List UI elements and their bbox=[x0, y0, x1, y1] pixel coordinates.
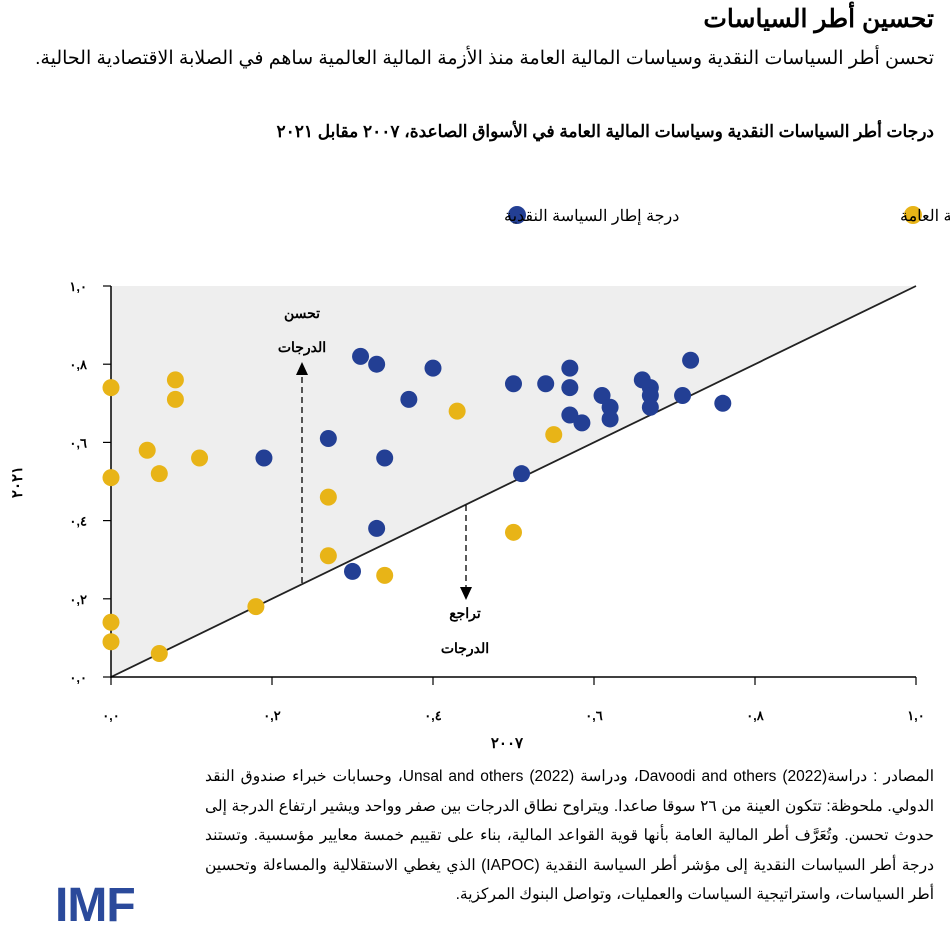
decline-arrow-head bbox=[460, 587, 472, 600]
x-tick-label: ٠,٦ bbox=[585, 708, 603, 723]
monetary-point bbox=[601, 398, 619, 416]
monetary-point bbox=[682, 351, 700, 369]
monetary-point bbox=[319, 429, 337, 447]
fiscal-point bbox=[319, 547, 337, 565]
fiscal-point bbox=[505, 523, 522, 541]
x-tick-label: ٠,٤ bbox=[424, 708, 442, 723]
imf-logo: IMF bbox=[55, 879, 136, 932]
fiscal-point bbox=[102, 469, 120, 487]
chart-title: درجات أطر السياسات النقدية وسياسات المال… bbox=[276, 122, 934, 141]
monetary-point bbox=[573, 414, 591, 432]
y-tick-label: ١,٠ bbox=[69, 279, 87, 294]
legend-marker-monetary bbox=[508, 206, 526, 224]
fiscal-point bbox=[102, 613, 120, 631]
monetary-point bbox=[561, 359, 579, 377]
annotation-improve-2: الدرجات bbox=[278, 339, 326, 356]
fiscal-point bbox=[319, 488, 337, 506]
y-tick-label: ٠,٢ bbox=[69, 592, 87, 607]
fiscal-point bbox=[545, 426, 563, 444]
x-axis-label: ٢٠٠٧ bbox=[491, 735, 524, 752]
monetary-point bbox=[641, 386, 659, 404]
y-axis-label: ٢٠٢١ bbox=[9, 466, 26, 498]
monetary-point bbox=[368, 355, 386, 373]
monetary-point bbox=[400, 390, 418, 408]
monetary-point bbox=[344, 562, 361, 580]
page-subtitle: تحسن أطر السياسات النقدية وسياسات المالي… bbox=[35, 48, 934, 69]
diagonal-line bbox=[110, 285, 917, 678]
monetary-point bbox=[537, 375, 555, 393]
monetary-point bbox=[641, 398, 659, 416]
annotation-decline-2: الدرجات bbox=[441, 640, 489, 657]
monetary-point bbox=[352, 347, 370, 365]
fiscal-point bbox=[138, 441, 156, 459]
monetary-point bbox=[255, 449, 273, 467]
fiscal-point bbox=[247, 598, 265, 616]
monetary-point bbox=[561, 406, 579, 424]
legend-marker-fiscal bbox=[904, 206, 922, 224]
legend: درجة إطار المالية العامة درجة إطار السيا… bbox=[504, 206, 950, 225]
fiscal-point bbox=[150, 465, 168, 483]
monetary-point bbox=[513, 465, 531, 483]
annotation-improve-1: تحسن bbox=[284, 305, 320, 322]
x-tick-label: ٠,٨ bbox=[746, 708, 765, 723]
fiscal-point bbox=[191, 449, 209, 467]
fiscal-point bbox=[102, 379, 120, 397]
fiscal-point bbox=[166, 371, 184, 389]
fiscal-point bbox=[448, 402, 466, 420]
page-title: تحسين أطر السياسات bbox=[703, 5, 934, 33]
y-tick-label: ٠,٠ bbox=[69, 670, 87, 685]
annotation-decline-1: تراجع bbox=[449, 605, 481, 622]
x-tick-label: ٠,٢ bbox=[263, 708, 281, 723]
y-tick-label: ٠,٨ bbox=[69, 357, 88, 372]
legend-label-monetary: درجة إطار السياسة النقدية bbox=[504, 208, 679, 225]
scatter-chart: درجة إطار المالية العامة درجة إطار السيا… bbox=[9, 206, 950, 752]
monetary-point bbox=[714, 394, 732, 412]
source-notes: المصادر : دراسة(2022) Davoodi and others… bbox=[205, 768, 935, 903]
monetary-point bbox=[561, 379, 579, 397]
y-tick-label: ٠,٤ bbox=[69, 514, 87, 529]
legend-label-fiscal: درجة إطار المالية العامة bbox=[900, 208, 950, 225]
monetary-point bbox=[674, 386, 692, 404]
fiscal-point bbox=[150, 645, 168, 663]
monetary-point bbox=[376, 449, 394, 467]
monetary-point bbox=[601, 410, 619, 428]
monetary-point bbox=[505, 375, 522, 393]
monetary-point bbox=[368, 519, 386, 537]
x-tick-label: ٠,٠ bbox=[102, 708, 120, 723]
x-tick-label: ١,٠ bbox=[907, 708, 925, 723]
y-tick-label: ٠,٦ bbox=[69, 435, 87, 450]
monetary-point bbox=[424, 359, 442, 377]
fiscal-point bbox=[102, 633, 120, 651]
improve-arrow-head bbox=[296, 362, 308, 375]
fiscal-point bbox=[376, 566, 394, 584]
fiscal-point bbox=[166, 390, 184, 408]
